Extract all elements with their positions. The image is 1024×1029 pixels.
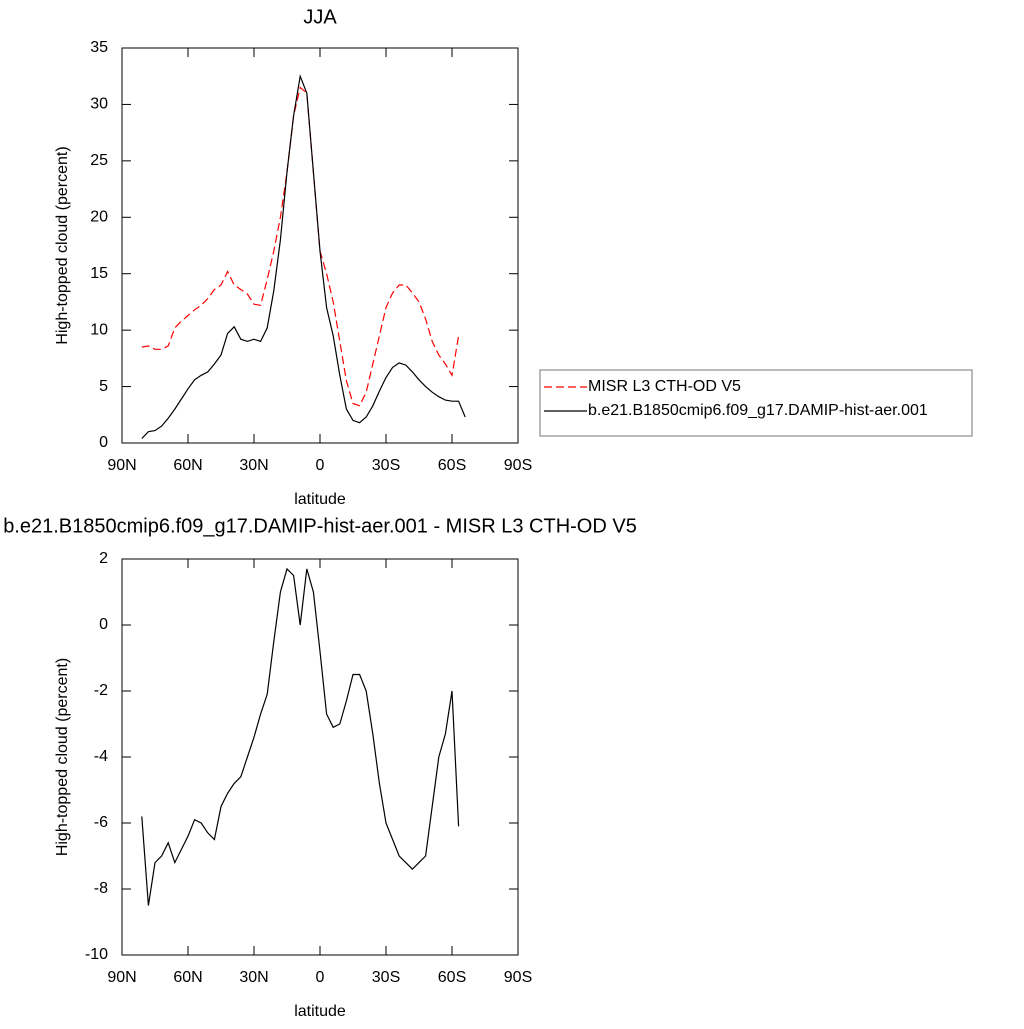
x-tick-label: 90S bbox=[504, 457, 532, 474]
chart-title: b.e21.B1850cmip6.f09_g17.DAMIP-hist-aer.… bbox=[3, 515, 637, 537]
x-tick-label: 0 bbox=[316, 969, 325, 986]
x-tick-label: 30N bbox=[239, 969, 268, 986]
y-tick-label: 30 bbox=[90, 96, 108, 113]
x-tick-label: 90N bbox=[107, 457, 136, 474]
x-tick-label: 30S bbox=[372, 969, 400, 986]
x-tick-label: 60S bbox=[438, 457, 466, 474]
chart-title: JJA bbox=[303, 6, 337, 28]
y-tick-label: -8 bbox=[94, 880, 108, 897]
x-tick-label: 90S bbox=[504, 969, 532, 986]
y-tick-label: 5 bbox=[99, 378, 108, 395]
x-axis-label: latitude bbox=[294, 1003, 346, 1020]
y-tick-label: 20 bbox=[90, 209, 108, 226]
y-tick-label: -10 bbox=[85, 946, 108, 963]
plot-frame bbox=[121, 558, 519, 956]
series-line bbox=[141, 73, 466, 439]
series-line bbox=[141, 567, 460, 906]
y-axis-label: High-topped cloud (percent) bbox=[54, 658, 71, 856]
y-tick-label: -2 bbox=[94, 682, 108, 699]
x-axis-label: latitude bbox=[294, 491, 346, 508]
legend-label: MISR L3 CTH-OD V5 bbox=[588, 378, 741, 395]
x-tick-label: 60N bbox=[173, 457, 202, 474]
x-tick-label: 60N bbox=[173, 969, 202, 986]
y-tick-label: -6 bbox=[94, 814, 108, 831]
x-tick-label: 60S bbox=[438, 969, 466, 986]
y-tick-label: 2 bbox=[99, 550, 108, 567]
y-tick-label: 15 bbox=[90, 265, 108, 282]
y-axis-label: High-topped cloud (percent) bbox=[54, 146, 71, 344]
series-line bbox=[141, 86, 460, 407]
y-tick-label: 35 bbox=[90, 39, 108, 56]
x-tick-label: 0 bbox=[316, 457, 325, 474]
x-tick-label: 30N bbox=[239, 457, 268, 474]
y-tick-label: 10 bbox=[90, 321, 108, 338]
legend-label: b.e21.B1850cmip6.f09_g17.DAMIP-hist-aer.… bbox=[588, 402, 928, 419]
x-tick-label: 90N bbox=[107, 969, 136, 986]
y-tick-label: 0 bbox=[99, 616, 108, 633]
x-tick-label: 30S bbox=[372, 457, 400, 474]
y-tick-label: -4 bbox=[94, 748, 108, 765]
y-tick-label: 0 bbox=[99, 434, 108, 451]
y-tick-label: 25 bbox=[90, 152, 108, 169]
legend-box bbox=[539, 369, 973, 437]
